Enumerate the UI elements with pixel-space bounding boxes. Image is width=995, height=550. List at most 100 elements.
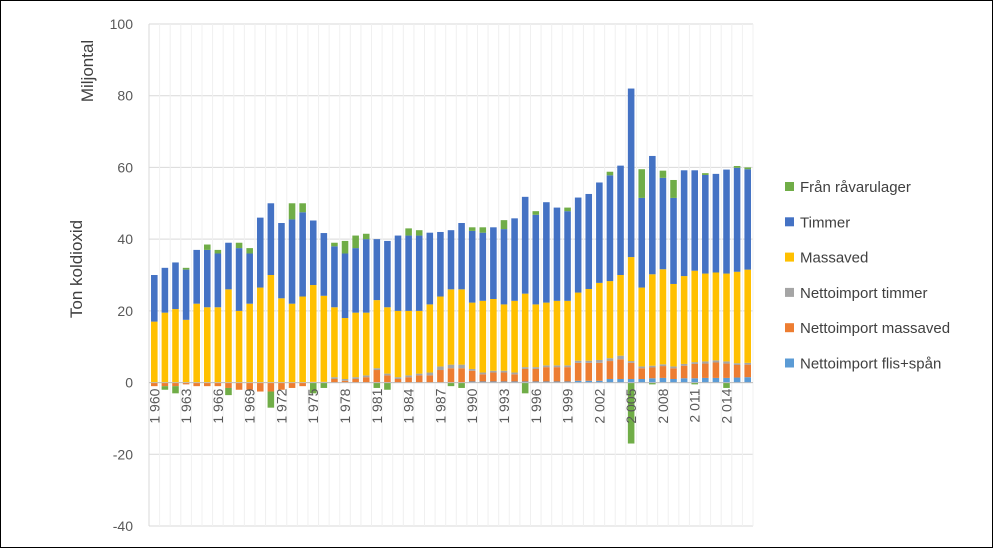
x-tick-label: 1 972 [273,388,289,423]
bar-segment [479,227,487,233]
bar-segment [733,271,741,364]
bar-segment [299,212,306,297]
bar-segment [214,307,222,383]
bar-segment [299,382,306,387]
bar-segment [670,378,677,383]
bar-segment [235,248,243,311]
bar-segment [193,382,200,387]
bar-segment [341,253,349,319]
bar-segment [172,386,179,394]
bar-segment [172,382,179,387]
x-tick-label: 1 999 [560,388,576,423]
bar-segment [415,235,423,311]
bar-segment [373,300,381,369]
x-tick-label: 1 987 [432,388,448,423]
bar-segment [723,361,730,364]
bar-segment [437,370,444,383]
bar-segment [596,182,603,283]
x-tick-label: 1 975 [305,388,321,423]
bar-segment [691,378,699,383]
bar-segment [468,368,476,371]
bar-segment [437,296,444,367]
bar-segment [543,381,550,383]
bar-segment [331,377,338,379]
bar-segment [712,377,720,383]
bar-segment [320,382,328,388]
bar-segment [521,382,529,394]
x-tick-label: 2 008 [655,388,671,423]
bar-segment [352,377,359,379]
bar-segment [521,367,529,369]
bar-segment [415,310,423,374]
bar-segment [341,318,349,379]
bar-segment [320,233,328,296]
bar-segment [649,155,656,275]
bar-segment [659,366,667,378]
bar-segment [553,381,561,383]
bar-segment [405,375,412,378]
bar-segment [214,249,222,254]
bar-segment [468,370,476,382]
bar-segment [161,312,169,383]
x-tick-label: 1 960 [146,388,162,423]
bar-segment [225,242,232,290]
legend-label: Nettoimport flis+spån [800,356,941,373]
bar-segment [278,382,285,390]
bar-segment [214,382,222,387]
bar-segment [564,211,571,301]
bar-segment [384,382,391,390]
bar-segment [617,165,624,275]
bar-segment [627,361,635,363]
bar-segment [405,310,412,376]
bar-segment [680,276,688,364]
bar-segment [203,244,211,250]
bar-segment [172,262,179,310]
bar-segment [606,361,614,379]
bar-segment [394,310,402,378]
bar-segment [479,232,487,301]
bar-segment [638,368,646,379]
bar-segment [151,275,158,322]
bar-segment [352,235,359,249]
bar-segment [723,382,730,388]
bar-segment [182,382,190,385]
bar-segment [415,373,423,376]
bar-segment [712,173,720,273]
bar-segment [702,174,709,274]
bar-segment [585,288,593,361]
bar-segment [447,368,455,383]
bar-segment [521,381,529,383]
bar-segment [500,220,508,230]
bar-segment [426,372,434,376]
bar-segment [670,197,677,284]
bar-segment [564,381,571,383]
bar-segment [553,300,561,366]
bar-segment [702,273,709,362]
bar-segment [733,377,741,383]
bar-segment [182,319,190,383]
bar-segment [373,382,381,388]
bar-segment [511,218,518,301]
bar-segment [214,253,222,308]
bar-segment [331,378,338,383]
bar-segment [256,217,264,288]
bar-segment [733,365,741,378]
bar-segment [373,370,381,383]
bar-segment [574,292,582,361]
x-tick-label: 1 990 [464,388,480,423]
bar-segment [511,372,518,375]
bar-segment [267,203,275,275]
bar-segment [352,378,359,383]
bar-segment [511,381,518,383]
bar-segment [511,374,518,382]
bar-segment [617,275,624,356]
bar-segment [151,382,158,387]
legend-swatch [785,287,794,297]
bar-segment [490,372,497,382]
bar-segment [299,203,306,213]
bar-segment [246,248,253,254]
bar-segment [744,364,751,378]
bar-segment [627,378,635,383]
bar-segment [426,304,434,373]
bar-segment [447,289,455,365]
